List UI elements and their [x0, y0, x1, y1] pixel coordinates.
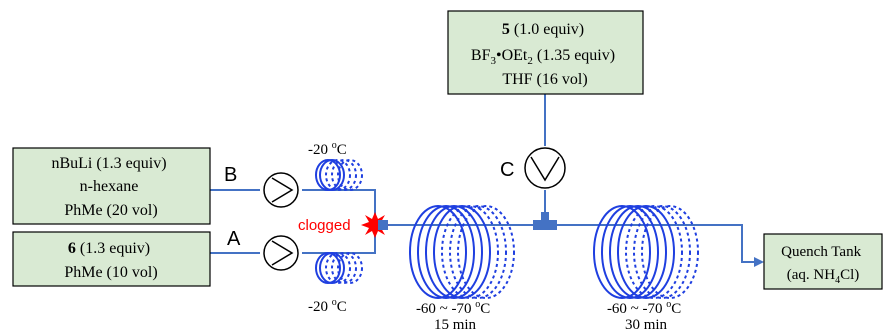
quench-arrowhead: [754, 257, 764, 267]
pump-b-label: B: [224, 164, 237, 186]
compound-6-label: 6: [68, 240, 76, 257]
reactor-coil-1-icon: [409, 205, 515, 299]
compound-5-label: 5: [502, 21, 510, 38]
mixer-1: [378, 220, 388, 230]
pump-a-label: A: [227, 228, 241, 250]
mixer-2: [541, 212, 549, 222]
svg-text:6 (1.3 equiv) PhMe (10 v: 6 (1.3 equiv) PhMe (10 vol): [64, 240, 157, 281]
precool-coil-bottom-icon: [315, 252, 363, 284]
reagent-6-solvent: PhMe (10 vol): [64, 264, 157, 281]
pump-b-icon: [263, 172, 299, 208]
quench-line-1: Quench Tank: [781, 244, 861, 260]
mixer-2-base: [533, 220, 557, 230]
svg-text:nBuLi (1.3 equiv) n-hexa: nBuLi (1.3 equiv) n-hexane PhMe (20 vol): [51, 155, 170, 219]
reactor-2-label: -60 ~ -70 oC 30 min: [607, 299, 685, 331]
reactor-1-time: 15 min: [434, 317, 477, 331]
nbuli-line-3: PhMe (20 vol): [64, 202, 157, 219]
nbuli-line-1: nBuLi (1.3 equiv): [51, 155, 166, 172]
bf3-text: BF: [471, 47, 491, 64]
svg-text:Quench Tank (aq. NH4Cl): Quench Tank (aq. NH4Cl): [781, 244, 865, 286]
clog-burst-icon: [361, 212, 389, 238]
pump-a-icon: [263, 235, 299, 271]
quench-tank-box: Quench Tank (aq. NH4Cl): [763, 233, 883, 290]
reagent-6-box: 6 (1.3 equiv) PhMe (10 vol): [12, 231, 211, 287]
reactor-1-label: -60 ~ -70 oC 15 min: [416, 299, 494, 331]
pump-c-icon: [524, 147, 566, 189]
svg-text:5 (1.0 equiv) BF3•OEt2 (: 5 (1.0 equiv) BF3•OEt2 (1.35 equiv) THF …: [471, 21, 619, 88]
precool-bottom-temp: -20 oC: [308, 297, 347, 315]
nbuli-box: nBuLi (1.3 equiv) n-hexane PhMe (20 vol): [12, 147, 211, 225]
nbuli-line-2: n-hexane: [80, 178, 139, 195]
reactor-coil-2-icon: [593, 205, 699, 299]
reagent-5-solvent: THF (16 vol): [502, 71, 587, 88]
precool-coil-top-icon: [315, 159, 363, 191]
compound-5-equiv: (1.0 equiv): [510, 21, 584, 38]
reactor-2-time: 30 min: [625, 317, 668, 331]
clogged-label: clogged: [298, 217, 351, 234]
precool-top-temp: -20 oC: [308, 140, 347, 158]
reagent-5-box: 5 (1.0 equiv) BF3•OEt2 (1.35 equiv) THF …: [447, 10, 644, 95]
pump-c-label: C: [500, 159, 514, 181]
